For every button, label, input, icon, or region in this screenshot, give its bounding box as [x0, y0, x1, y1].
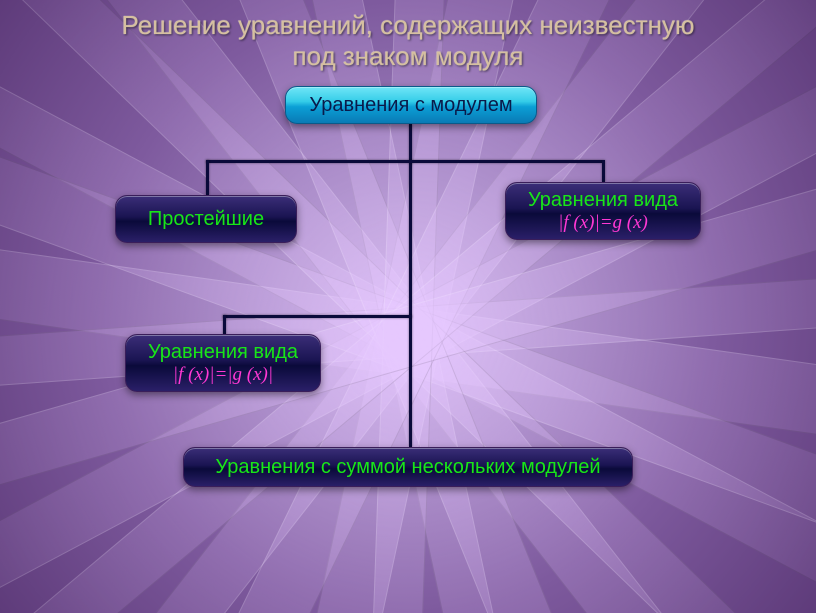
- node-type-g-formula: |f (x)|=g (x): [558, 212, 648, 234]
- connector: [602, 160, 605, 182]
- node-type-g: Уравнения вида |f (x)|=g (x): [505, 182, 701, 240]
- title-line-2: под знаком модуля: [293, 41, 524, 71]
- page-title: Решение уравнений, содержащих неизвестну…: [0, 10, 816, 72]
- node-simple-label: Простейшие: [148, 208, 264, 231]
- node-sum-modules-label: Уравнения с суммой нескольких модулей: [215, 456, 600, 479]
- connector: [206, 160, 602, 163]
- node-type-abs-g-formula: |f (x)|=|g (x)|: [173, 364, 273, 386]
- node-type-abs-g-label: Уравнения вида: [148, 341, 298, 364]
- diagram-content: Решение уравнений, содержащих неизвестну…: [0, 0, 816, 613]
- node-type-abs-g: Уравнения вида |f (x)|=|g (x)|: [125, 334, 321, 392]
- node-type-g-label: Уравнения вида: [528, 189, 678, 212]
- node-sum-modules: Уравнения с суммой нескольких модулей: [183, 447, 633, 487]
- connector: [206, 160, 209, 195]
- node-simple: Простейшие: [115, 195, 297, 243]
- title-line-1: Решение уравнений, содержащих неизвестну…: [122, 10, 695, 40]
- node-root-label: Уравнения с модулем: [309, 94, 512, 117]
- connector: [223, 315, 226, 335]
- node-root: Уравнения с модулем: [285, 86, 537, 124]
- connector: [409, 124, 412, 447]
- connector: [223, 315, 412, 318]
